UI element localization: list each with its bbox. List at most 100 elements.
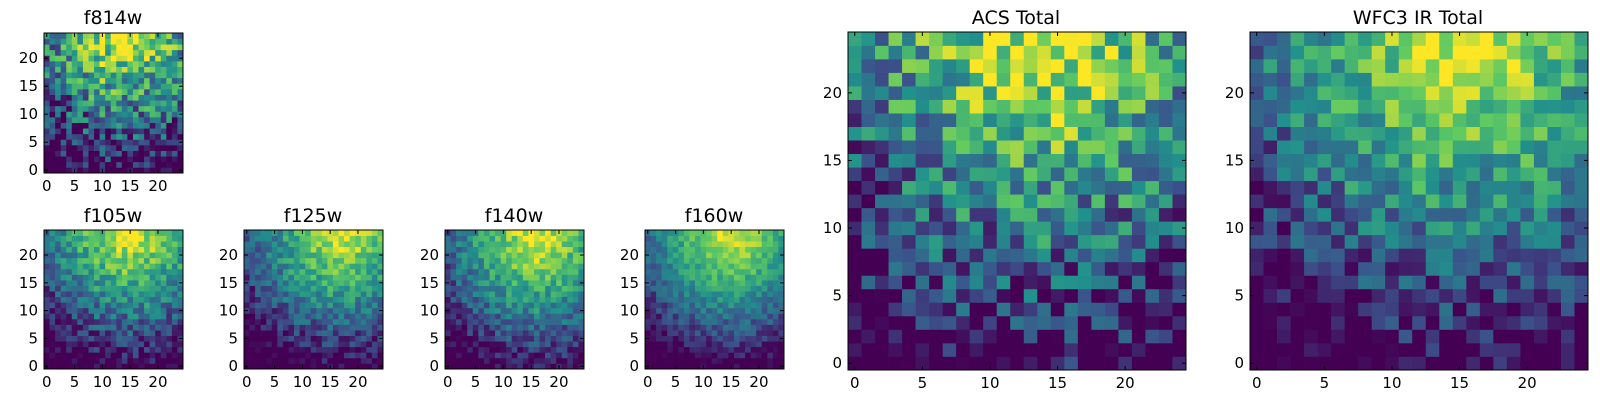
heatmap-cell — [1560, 126, 1575, 141]
heatmap-cell — [1493, 113, 1508, 127]
heatmap-cell — [533, 291, 540, 298]
heatmap-cell — [467, 302, 474, 309]
heatmap-cell — [1506, 315, 1521, 330]
heatmap-cell — [539, 363, 546, 370]
heatmap-cell — [489, 235, 496, 242]
heatmap-cell — [60, 44, 67, 51]
heatmap-cell — [545, 324, 551, 331]
heatmap-cell — [1277, 153, 1291, 168]
heatmap-cell — [71, 161, 78, 168]
heatmap-cell — [1250, 32, 1264, 46]
heatmap-cell — [121, 49, 128, 56]
heatmap-cell — [149, 330, 156, 336]
heatmap-cell — [66, 133, 73, 140]
heatmap-cell — [1358, 194, 1373, 209]
heatmap-cell — [556, 341, 563, 348]
heatmap-cell — [1250, 288, 1264, 303]
heatmap-cell — [99, 128, 106, 135]
heatmap-cell — [942, 113, 957, 127]
heatmap-cell — [1145, 153, 1160, 168]
x-tick-label: 20 — [148, 177, 167, 195]
heatmap-cell — [110, 263, 117, 270]
heatmap-cell — [450, 296, 457, 303]
heatmap-cell — [1331, 45, 1345, 60]
heatmap-cell — [144, 352, 150, 359]
heatmap-cell — [1520, 72, 1535, 87]
heatmap-cell — [371, 335, 378, 342]
heatmap-cell — [888, 275, 903, 290]
heatmap-cell — [160, 296, 167, 303]
heatmap-cell — [717, 302, 724, 309]
heatmap-cell — [1145, 302, 1160, 317]
heatmap-cell — [1050, 221, 1065, 236]
heatmap-cell — [116, 291, 123, 298]
heatmap-cell — [700, 330, 707, 336]
heatmap-cell — [722, 330, 729, 336]
heatmap-cell — [77, 280, 84, 286]
heatmap-cell — [1091, 113, 1106, 127]
heatmap-cell — [756, 324, 763, 331]
heatmap-cell — [99, 263, 106, 270]
heatmap-cell — [942, 315, 957, 330]
heatmap-cell — [1158, 180, 1173, 195]
heatmap-cell — [667, 263, 674, 270]
heatmap-cell — [171, 230, 178, 236]
heatmap-cell — [166, 89, 173, 95]
heatmap-cell — [110, 83, 117, 90]
heatmap-cell — [105, 167, 112, 174]
heatmap-cell — [1574, 140, 1589, 155]
heatmap-cell — [929, 86, 943, 100]
heatmap-cell — [305, 357, 312, 364]
heatmap-cell — [517, 280, 524, 286]
heatmap-cell — [1398, 45, 1413, 60]
heatmap-cell — [366, 285, 373, 292]
heatmap-cell — [572, 363, 579, 370]
heatmap-cell — [717, 357, 724, 364]
heatmap-cell — [678, 307, 685, 314]
heatmap-cell — [645, 268, 651, 275]
heatmap-cell — [739, 307, 746, 314]
heatmap-cell — [66, 38, 73, 45]
heatmap-cell — [778, 241, 785, 248]
heatmap-cell — [661, 318, 668, 325]
heatmap-cell — [244, 285, 250, 292]
heatmap-cell — [371, 274, 378, 281]
heatmap-cell — [116, 161, 123, 168]
heatmap-cell — [956, 45, 971, 60]
heatmap-cell — [450, 235, 457, 242]
heatmap-cell — [739, 318, 746, 325]
heatmap-cell — [1077, 32, 1092, 46]
heatmap-cell — [1412, 180, 1427, 195]
heatmap-cell — [656, 341, 663, 348]
heatmap-cell — [255, 252, 262, 259]
heatmap-cell — [105, 291, 112, 298]
heatmap-cell — [756, 280, 763, 286]
heatmap-cell — [706, 346, 713, 353]
heatmap-cell — [1037, 261, 1052, 276]
heatmap-cell — [1050, 32, 1065, 46]
heatmap-cell — [1064, 248, 1079, 263]
heatmap-cell — [249, 235, 256, 242]
heatmap-cell — [1466, 329, 1481, 344]
heatmap-cell — [299, 296, 306, 303]
heatmap-cell — [277, 241, 284, 248]
heatmap-cell — [249, 335, 256, 342]
heatmap-cell — [166, 302, 173, 309]
heatmap-cell — [1104, 194, 1119, 209]
heatmap-cell — [305, 263, 312, 270]
heatmap-cell — [706, 285, 713, 292]
heatmap-cell — [1385, 234, 1400, 249]
heatmap-cell — [706, 324, 713, 331]
heatmap-cell — [99, 94, 106, 101]
heatmap-cell — [667, 318, 674, 325]
heatmap-cell — [177, 263, 184, 270]
heatmap-cell — [578, 330, 585, 336]
heatmap-cell — [60, 330, 67, 336]
heatmap-cell — [661, 252, 668, 259]
heatmap-cell — [700, 346, 707, 353]
heatmap-cell — [105, 252, 112, 259]
heatmap-cell — [371, 263, 378, 270]
heatmap-cell — [66, 291, 73, 298]
heatmap-cell — [260, 241, 267, 248]
heatmap-cell — [875, 99, 889, 114]
